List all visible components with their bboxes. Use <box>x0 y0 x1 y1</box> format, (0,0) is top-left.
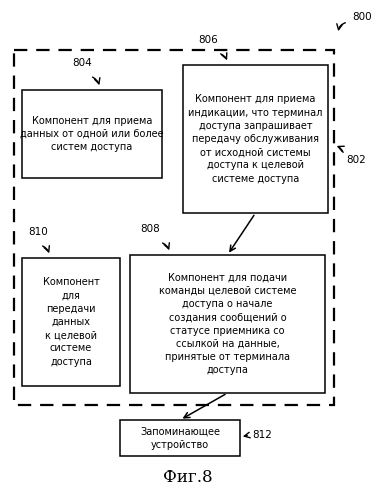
Bar <box>14 50 334 405</box>
Text: Фиг.8: Фиг.8 <box>163 470 213 487</box>
Bar <box>130 255 325 393</box>
Text: Запоминающее
устройство: Запоминающее устройство <box>140 427 220 450</box>
Text: Компонент
для
передачи
данных
к целевой
системе
доступа: Компонент для передачи данных к целевой … <box>42 277 99 367</box>
Text: 802: 802 <box>346 155 366 165</box>
Text: 812: 812 <box>252 430 272 440</box>
Text: 804: 804 <box>72 58 92 68</box>
Text: Компонент для приема
индикации, что терминал
доступа запрашивает
передачу обслуж: Компонент для приема индикации, что терм… <box>188 94 323 184</box>
Text: 808: 808 <box>140 224 160 234</box>
Text: Компонент для приема
данных от одной или более
систем доступа: Компонент для приема данных от одной или… <box>20 116 164 152</box>
Text: 810: 810 <box>28 227 48 237</box>
Bar <box>183 65 328 213</box>
Text: Компонент для подачи
команды целевой системе
доступа о начале
создания сообщений: Компонент для подачи команды целевой сис… <box>159 273 296 375</box>
Text: 800: 800 <box>352 12 371 22</box>
Bar <box>22 258 120 386</box>
Text: 806: 806 <box>198 35 218 45</box>
Bar <box>22 90 162 178</box>
Bar <box>120 420 240 456</box>
